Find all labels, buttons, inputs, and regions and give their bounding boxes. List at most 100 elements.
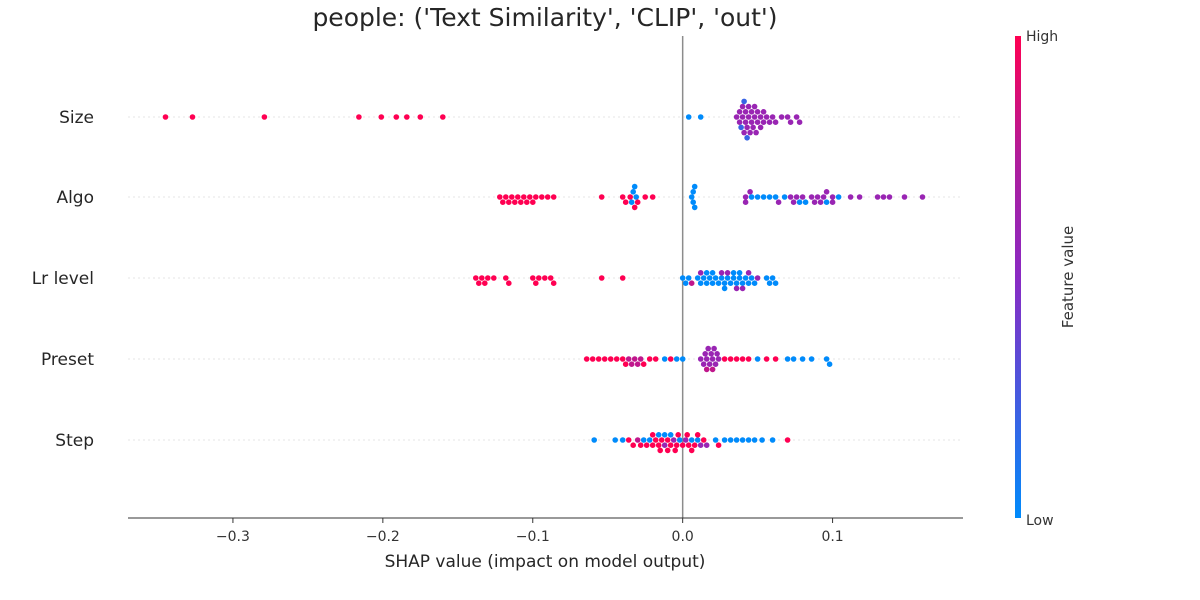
shap-point [670, 437, 677, 443]
shap-point [703, 356, 710, 362]
shap-point [739, 280, 746, 287]
shap-point [619, 275, 626, 281]
shap-point [784, 114, 791, 120]
shap-point [625, 356, 632, 362]
shap-point [733, 285, 740, 292]
shap-point [685, 442, 692, 449]
shap-point [655, 432, 662, 438]
shap-point [404, 114, 410, 120]
shap-point [702, 351, 708, 357]
shap-point [799, 356, 806, 362]
shap-point [738, 124, 744, 131]
x-tick-label: −0.1 [516, 529, 550, 545]
shap-point [790, 199, 797, 205]
shap-point [661, 442, 668, 449]
shap-point [706, 275, 713, 281]
shap-point [817, 199, 824, 205]
shap-point [690, 189, 696, 195]
shap-point [697, 114, 704, 120]
shap-point [793, 194, 800, 200]
shap-point [784, 437, 791, 443]
shap-point [724, 275, 731, 281]
shap-point [715, 356, 722, 362]
shap-point [682, 280, 689, 287]
shap-point [739, 285, 746, 292]
shap-point [691, 183, 698, 190]
shap-point [718, 275, 725, 281]
shap-point [721, 356, 728, 362]
shap-point [769, 275, 776, 281]
shap-point [823, 356, 830, 362]
shap-point [730, 270, 737, 276]
shap-point [688, 194, 695, 200]
shap-point [706, 361, 713, 368]
shap-point [748, 119, 755, 125]
shap-point [703, 270, 710, 276]
shap-point [823, 189, 830, 195]
shap-point [829, 199, 836, 205]
shap-point [703, 366, 710, 373]
shap-point [657, 447, 663, 454]
shap-point [625, 437, 632, 443]
shap-point [162, 114, 169, 120]
shap-point [709, 280, 716, 287]
shap-point [759, 437, 765, 443]
shap-point [690, 199, 696, 205]
colorbar-high-label: High [1026, 29, 1058, 45]
shap-point [524, 199, 530, 205]
shap-point [679, 275, 686, 281]
shap-point [598, 275, 605, 281]
shap-point [741, 129, 747, 136]
shap-point [688, 280, 695, 287]
shap-point [808, 194, 815, 200]
shap-point [631, 204, 638, 211]
shap-point [787, 194, 794, 200]
shap-point [745, 103, 752, 110]
shap-point [766, 194, 773, 200]
shap-point [664, 437, 671, 443]
shap-point [598, 194, 605, 200]
shap-point [820, 194, 827, 200]
feature-label: Size [59, 108, 94, 128]
shap-point [667, 442, 674, 449]
shap-point [646, 437, 653, 443]
shap-point [658, 437, 665, 443]
shap-point [799, 194, 806, 200]
shap-point [772, 356, 779, 362]
shap-point [649, 194, 656, 200]
shap-point [694, 432, 701, 438]
shap-point [613, 356, 620, 362]
colorbar [1015, 36, 1021, 518]
shap-point [760, 119, 767, 125]
shap-point [796, 119, 803, 125]
shap-point [667, 432, 674, 438]
shap-point [823, 199, 830, 205]
shap-point [709, 356, 716, 362]
shap-point [676, 437, 683, 443]
shap-point [595, 356, 602, 362]
shap-point [751, 114, 758, 120]
shap-point [901, 194, 908, 200]
shap-point [550, 194, 557, 200]
shap-point [712, 437, 719, 443]
shap-point [630, 442, 636, 449]
shap-point [515, 194, 521, 200]
shap-point [754, 109, 761, 115]
shap-point [640, 437, 647, 443]
shap-point [628, 199, 635, 205]
x-tick-label: 0.0 [672, 529, 694, 545]
shap-point [727, 280, 734, 287]
shap-point [542, 275, 548, 281]
shap-point [757, 114, 764, 120]
shap-point [643, 442, 650, 449]
shap-point [880, 194, 887, 200]
shap-point [637, 356, 644, 362]
shap-point [688, 437, 695, 443]
feature-label: Preset [41, 350, 94, 370]
shap-point [796, 199, 803, 205]
shap-point [633, 194, 639, 200]
shap-point [378, 114, 385, 120]
shap-point [739, 437, 746, 443]
shap-point [736, 275, 743, 281]
